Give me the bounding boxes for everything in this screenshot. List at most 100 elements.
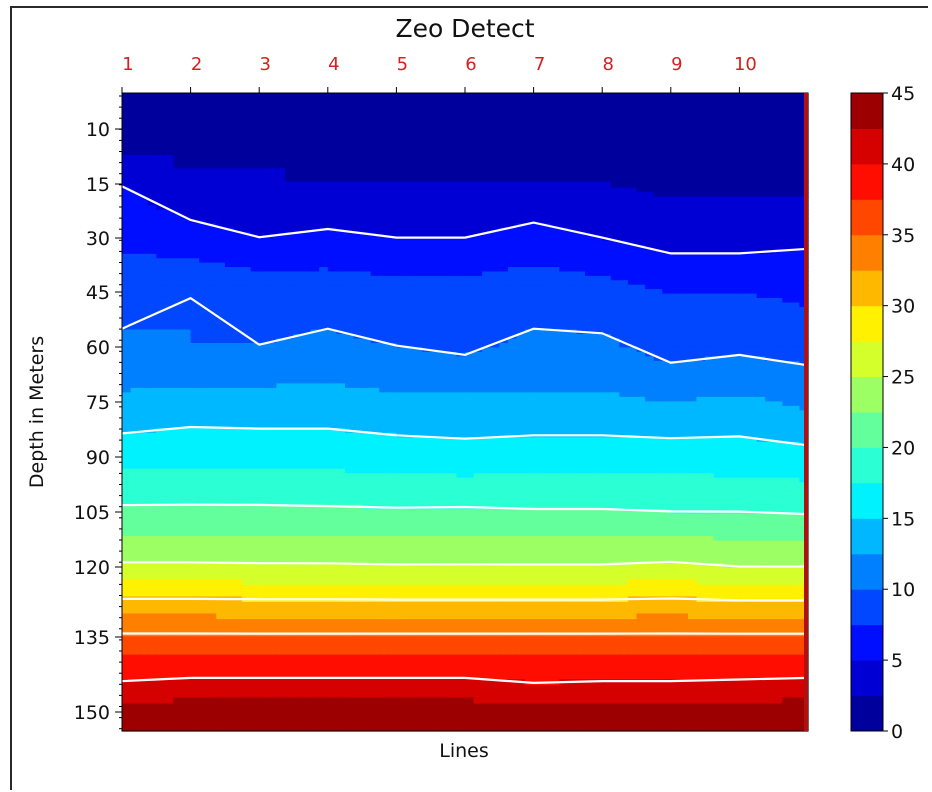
heat-cell	[696, 141, 706, 156]
heat-cell	[259, 93, 269, 103]
heat-cell	[404, 369, 415, 376]
heat-cell	[216, 419, 226, 425]
heat-cell	[739, 320, 749, 326]
heat-cell	[387, 245, 397, 251]
heat-cell	[713, 316, 723, 322]
heat-cell	[645, 320, 655, 326]
heat-cell	[156, 360, 166, 367]
heat-cell	[670, 249, 680, 255]
heat-cell	[739, 119, 749, 129]
heat-cell	[722, 396, 732, 402]
heat-cell	[610, 271, 620, 277]
heat-cell	[499, 329, 509, 335]
heat-cell	[130, 236, 140, 242]
heat-cell	[482, 378, 492, 384]
heat-cell	[267, 168, 277, 183]
heat-cell	[585, 253, 595, 259]
heat-cell	[619, 192, 629, 198]
heat-cell	[525, 374, 535, 380]
heat-cell	[250, 298, 260, 304]
heat-cell	[567, 181, 578, 189]
heat-cell	[627, 383, 638, 389]
heat-cell	[242, 192, 252, 198]
heat-cell	[550, 240, 560, 246]
heat-cell	[722, 222, 732, 228]
heat-cell	[173, 374, 183, 380]
heat-cell	[447, 187, 458, 193]
heat-cell	[567, 128, 578, 142]
heat-cell	[250, 360, 260, 367]
heat-cell	[490, 187, 500, 193]
heat-cell	[122, 205, 132, 211]
heat-cell	[199, 231, 209, 237]
heat-cell	[670, 347, 680, 353]
heat-cell	[756, 289, 766, 295]
heat-cell	[593, 410, 603, 416]
heat-cell	[353, 181, 363, 189]
heat-cell	[413, 365, 423, 371]
heat-cell	[559, 378, 569, 384]
heat-cell	[404, 205, 415, 211]
heat-cell	[276, 289, 286, 295]
heat-cell	[679, 387, 689, 393]
heat-cell	[250, 187, 260, 193]
heat-cell	[482, 419, 492, 425]
heat-cell	[319, 181, 329, 189]
heat-cell	[310, 316, 320, 322]
heat-cell	[413, 396, 423, 402]
heat-cell	[379, 93, 389, 103]
heat-cell	[645, 410, 655, 416]
heat-cell	[490, 128, 500, 142]
heat-cell	[447, 258, 458, 264]
heat-cell	[790, 262, 801, 268]
heat-cell	[319, 414, 329, 420]
heat-cell	[465, 284, 475, 290]
heat-cell	[370, 401, 380, 407]
heat-cell	[336, 231, 346, 237]
heat-cell	[722, 249, 732, 255]
heat-cell	[765, 128, 775, 142]
heat-cell	[173, 200, 183, 206]
heat-cell	[344, 356, 355, 362]
heat-cell	[559, 365, 569, 371]
heat-cell	[233, 419, 243, 425]
heat-cell	[447, 298, 458, 304]
heat-cell	[216, 93, 226, 103]
heat-cell	[696, 347, 706, 353]
heat-cell	[576, 240, 586, 246]
heat-cell	[765, 181, 775, 189]
heat-cell	[276, 168, 286, 183]
heat-cell	[327, 110, 337, 121]
heat-cell	[370, 383, 380, 389]
heat-cell	[130, 200, 140, 206]
heat-cell	[199, 205, 209, 211]
heat-cell	[216, 374, 226, 380]
heat-cell	[293, 280, 303, 286]
heat-cell	[567, 356, 578, 362]
heat-cell	[507, 110, 518, 121]
heat-cell	[379, 227, 389, 233]
heat-cell	[593, 119, 603, 129]
heat-cell	[319, 154, 329, 169]
heat-cell	[233, 369, 243, 376]
heat-cell	[645, 414, 655, 420]
heat-cell	[430, 200, 440, 206]
heat-cell	[362, 401, 372, 407]
heat-cell	[422, 128, 432, 142]
heat-cell	[122, 405, 132, 411]
heat-cell	[533, 227, 543, 233]
heat-cell	[747, 356, 758, 362]
heat-cell	[156, 387, 166, 393]
heat-cell	[747, 236, 758, 242]
heat-cell	[164, 141, 175, 156]
heat-cell	[250, 168, 260, 183]
heat-cell	[250, 284, 260, 290]
heat-cell	[507, 154, 518, 169]
heat-cell	[627, 329, 638, 335]
heat-cell	[216, 253, 226, 259]
heat-cell	[773, 93, 783, 103]
heat-cell	[593, 236, 603, 242]
heat-cell	[507, 240, 518, 246]
heat-cell	[430, 316, 440, 322]
heat-cell	[199, 325, 209, 331]
